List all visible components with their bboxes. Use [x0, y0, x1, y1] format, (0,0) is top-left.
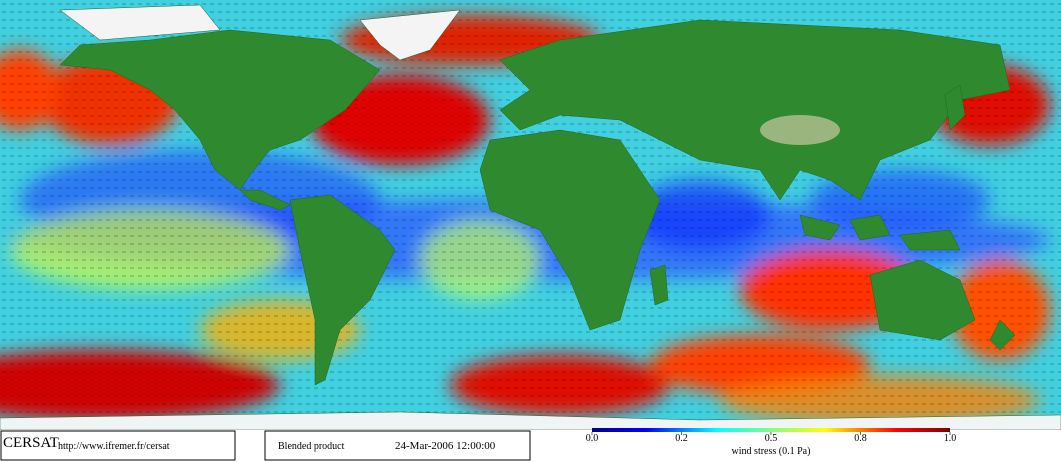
product: Blended product [278, 441, 345, 452]
credit-name: CERSAT [3, 435, 59, 451]
date: 24-Mar-2006 12:00:00 [395, 440, 496, 452]
colorbar-tick-label: 0.0 [586, 433, 599, 444]
colorbar-tick-label: 1.0 [944, 433, 957, 444]
colorbar-tick-label: 0.5 [765, 433, 778, 444]
plateau [760, 115, 840, 145]
colorbar-tick-label: 0.8 [854, 433, 867, 444]
colorbar-ticks: 0.0 0.2 0.5 0.8 1.0 [586, 432, 957, 444]
colorbar-label: wind stress (0.1 Pa) [732, 446, 811, 457]
colorbar [592, 428, 950, 432]
credit-box [0, 430, 236, 461]
product-box [264, 430, 531, 461]
credit-url: http://www.ifremer.fr/cersat [58, 441, 170, 452]
map [0, 0, 1061, 430]
colorbar-tick-label: 0.2 [675, 433, 688, 444]
land [0, 4, 1061, 430]
